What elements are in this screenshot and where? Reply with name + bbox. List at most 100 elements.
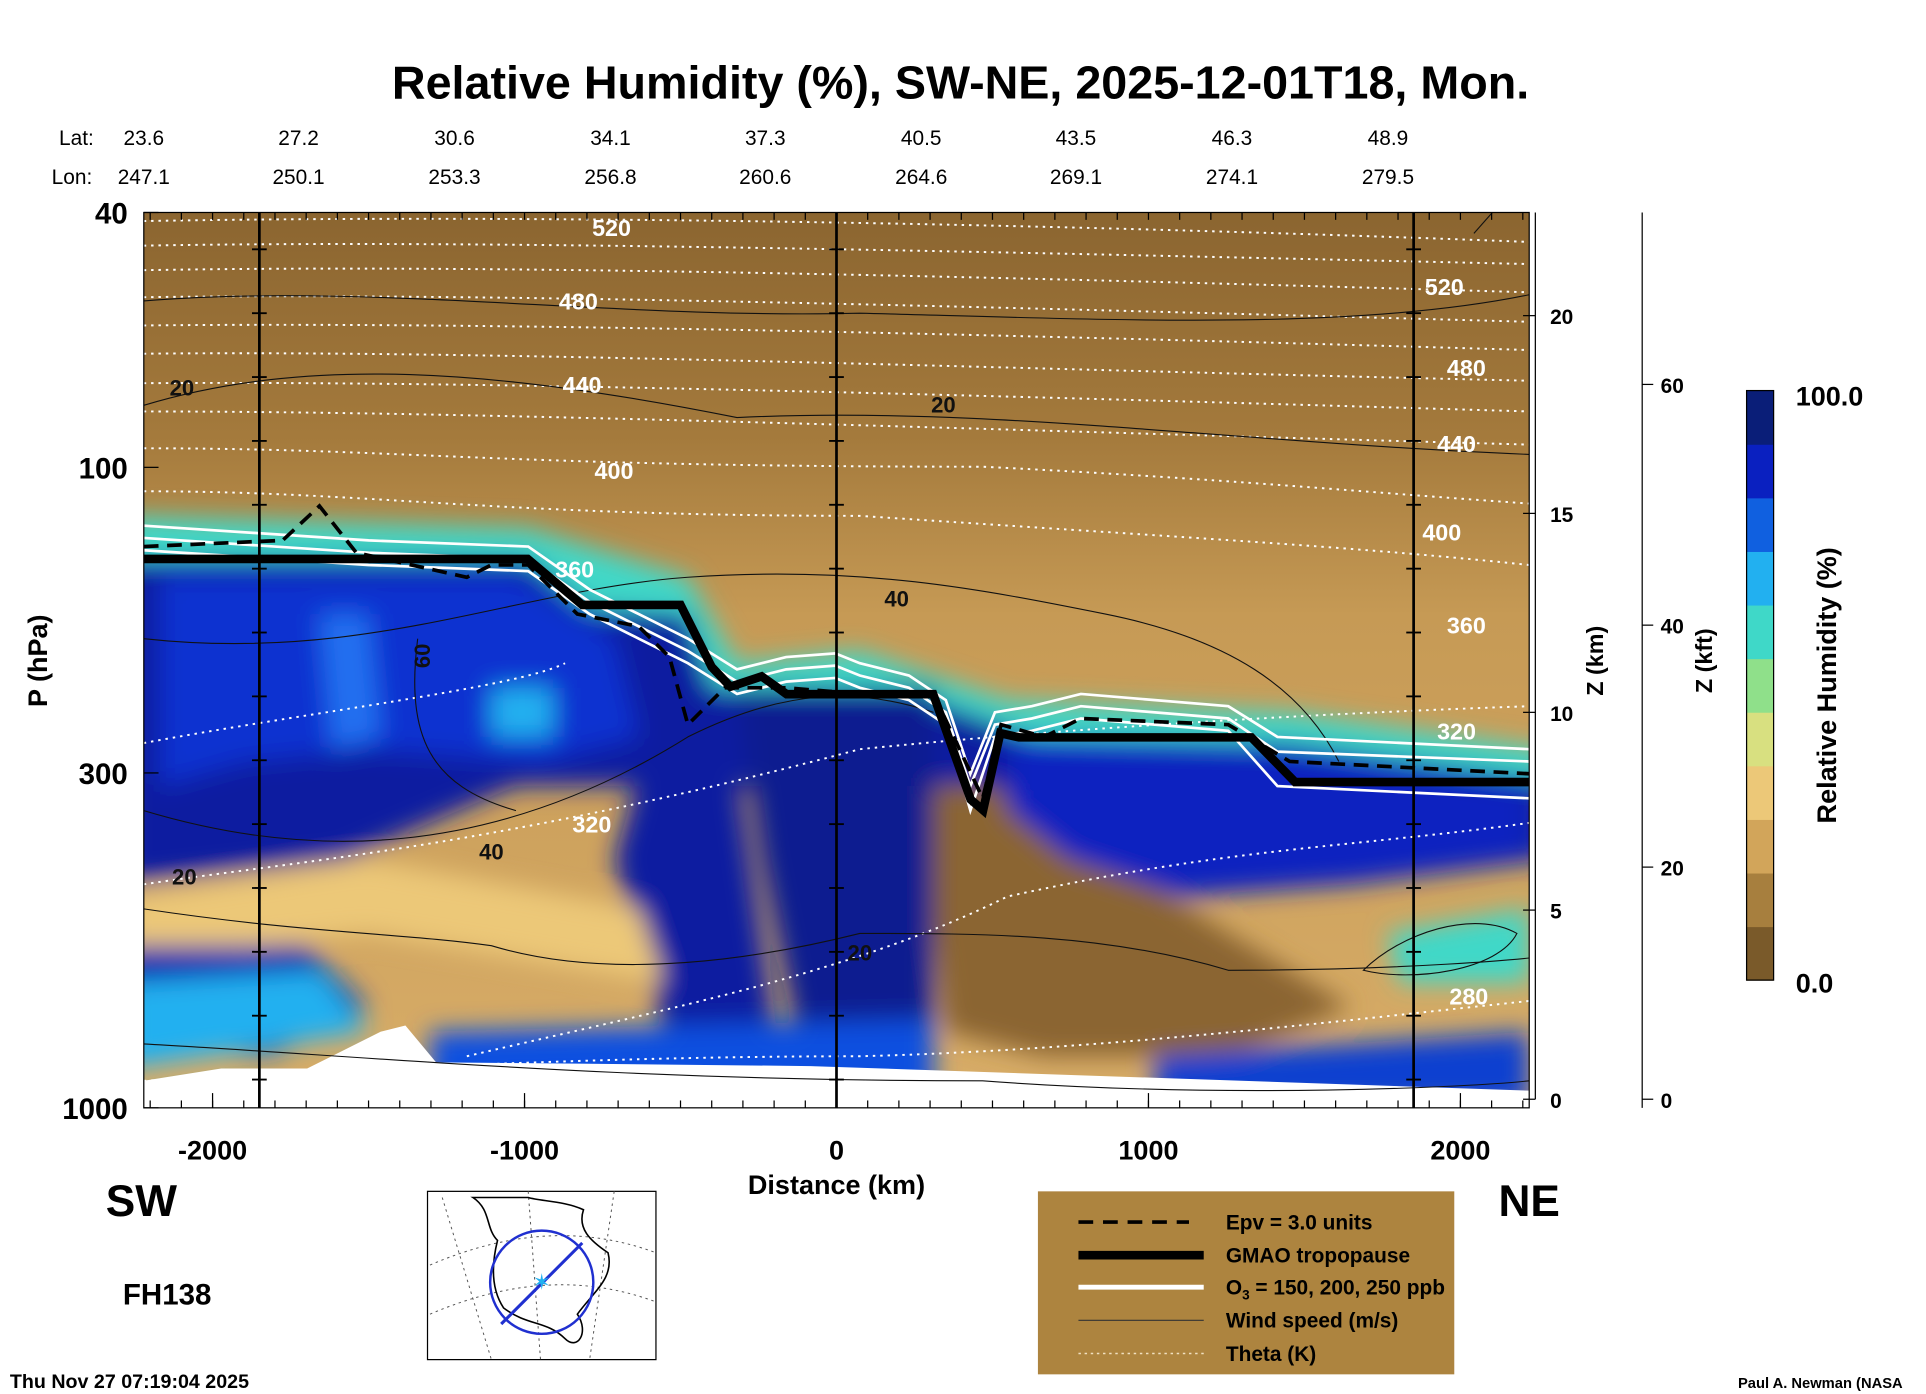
lon-value: 274.1 [1206, 166, 1258, 189]
lat-value: 43.5 [1056, 127, 1097, 150]
ne-label: NE [1498, 1177, 1559, 1226]
chart-title: Relative Humidity (%), SW-NE, 2025-12-01… [392, 56, 1529, 108]
theta-label: 440 [563, 372, 602, 398]
x-tick-label: -2000 [178, 1135, 247, 1165]
timestamp: Thu Nov 27 07:19:04 2025 [10, 1371, 249, 1393]
colorbar-swatch [1746, 926, 1774, 981]
zkft-axis-label: Z (kft) [1691, 628, 1717, 693]
legend-epv: Epv = 3.0 units [1226, 1211, 1373, 1234]
epv-contour [143, 503, 1530, 804]
theta-labels: 520 480 440 400 360 320 520 480 440 400 … [555, 215, 1488, 1010]
credit: Paul A. Newman (NASA [1738, 1376, 1903, 1392]
lon-label: Lon: [52, 166, 93, 189]
zkm-tick-label: 20 [1550, 306, 1573, 329]
colorbar-swatch [1746, 444, 1774, 499]
zkm-tick-label: 0 [1550, 1090, 1562, 1113]
colorbar-swatch [1746, 551, 1774, 606]
legend-ozone-o: O [1226, 1277, 1242, 1300]
theta-label: 400 [1422, 519, 1461, 545]
theta-label: 280 [1449, 984, 1488, 1010]
lat-value: 40.5 [901, 127, 942, 150]
zkm-axis-label: Z (km) [1582, 626, 1608, 696]
lat-value: 34.1 [590, 127, 631, 150]
tropopause-line [143, 554, 1530, 819]
legend-wind: Wind speed (m/s) [1226, 1310, 1399, 1333]
theta-label: 520 [1425, 274, 1464, 300]
x-tick-label: 0 [829, 1135, 844, 1165]
zkm-tick-label: 10 [1550, 703, 1573, 726]
colorbar [1745, 389, 1775, 981]
map-inset: ✶ [426, 1190, 657, 1361]
map-coastline [470, 1196, 611, 1344]
theta-label: 360 [555, 556, 594, 582]
sw-label: SW [106, 1177, 177, 1226]
theta-label: 480 [1447, 355, 1486, 381]
theta-label: 320 [1437, 718, 1476, 744]
x-tick-label: 2000 [1430, 1135, 1490, 1165]
lat-value: 27.2 [278, 127, 319, 150]
colorbar-swatch [1746, 497, 1774, 552]
terrain-mask [143, 1025, 1530, 1108]
wind-label: 40 [479, 840, 504, 865]
y-tick-label: 40 [95, 198, 128, 231]
lat-value: 37.3 [745, 127, 786, 150]
lon-value: 253.3 [428, 166, 480, 189]
colorbar-min: 0.0 [1796, 968, 1834, 998]
lat-value: 46.3 [1212, 127, 1253, 150]
forecast-hour: FH138 [123, 1278, 211, 1311]
colorbar-swatch [1746, 819, 1774, 874]
lon-value: 256.8 [584, 166, 636, 189]
theta-label: 440 [1437, 431, 1476, 457]
zkft-tick-label: 60 [1661, 375, 1684, 398]
colorbar-swatch [1746, 712, 1774, 767]
theta-label: 480 [559, 289, 598, 315]
wind-label: 20 [931, 393, 956, 418]
wind-label: 20 [848, 940, 873, 965]
map-graticule [429, 1191, 657, 1360]
center-star-icon: ✶ [532, 1270, 551, 1295]
section-path [500, 1241, 584, 1326]
x-axis-label: Distance (km) [748, 1170, 925, 1200]
y-tick-label: 300 [79, 758, 128, 791]
legend: Epv = 3.0 units GMAO tropopause O3 = 150… [1037, 1191, 1455, 1375]
legend-ozone-rest: = 150, 200, 250 ppb [1250, 1277, 1445, 1300]
y-axis-label: P (hPa) [23, 614, 53, 707]
lat-lon-row: 23.6 247.1 27.2 250.1 30.6 253.3 34.1 256.8 37.3… [118, 127, 1414, 189]
wind-label: 20 [172, 864, 197, 889]
colorbar-swatch [1746, 604, 1774, 660]
zkft-tick-label: 0 [1661, 1090, 1673, 1113]
theta-contours [143, 217, 1530, 1082]
colorbar-swatch [1746, 658, 1774, 713]
lat-label: Lat: [59, 127, 94, 150]
theta-label: 360 [1447, 613, 1486, 639]
lat-value: 48.9 [1368, 127, 1409, 150]
y-tick-label: 1000 [62, 1093, 128, 1126]
zkft-tick-label: 40 [1661, 616, 1684, 639]
colorbar-swatch [1746, 765, 1774, 820]
colorbar-frame [1745, 389, 1775, 981]
theta-label: 320 [572, 812, 611, 838]
wind-labels: 20 20 40 60 40 20 20 [170, 375, 956, 965]
wind-label: 20 [170, 375, 195, 400]
axes: -2000 -1000 0 1000 2000 40 100 300 1000 0 5 10 15 20 0… [62, 198, 1684, 1166]
theta-label: 520 [592, 215, 631, 241]
colorbar-swatch [1746, 390, 1774, 445]
wind-label: 60 [410, 644, 435, 669]
legend-theta: Theta (K) [1226, 1343, 1316, 1366]
map-circle [488, 1229, 595, 1336]
x-tick-label: -1000 [490, 1135, 559, 1165]
lat-value: 23.6 [123, 127, 164, 150]
colorbar-max: 100.0 [1796, 381, 1864, 411]
legend-tropopause: GMAO tropopause [1226, 1245, 1410, 1268]
zkft-tick-label: 20 [1661, 858, 1684, 881]
lon-value: 269.1 [1050, 166, 1102, 189]
lat-value: 30.6 [434, 127, 475, 150]
colorbar-swatch [1746, 872, 1774, 928]
wind-label: 40 [884, 587, 909, 612]
y-tick-label: 100 [79, 452, 128, 485]
legend-ozone: O3 = 150, 200, 250 ppb [1226, 1277, 1445, 1303]
plot-area: 520 480 440 400 360 320 520 480 440 400 … [143, 212, 1530, 1108]
x-tick-label: 1000 [1118, 1135, 1178, 1165]
lon-value: 279.5 [1362, 166, 1414, 189]
